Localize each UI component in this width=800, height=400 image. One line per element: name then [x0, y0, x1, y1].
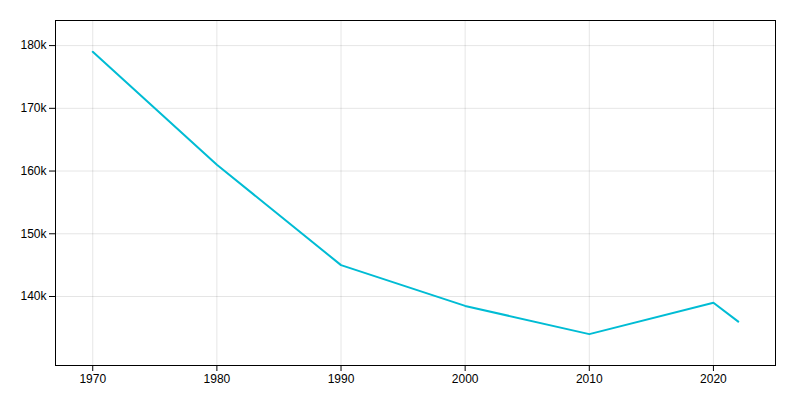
svg-text:160k: 160k [20, 164, 47, 178]
svg-text:170k: 170k [20, 101, 47, 115]
svg-text:140k: 140k [20, 289, 47, 303]
svg-text:150k: 150k [20, 227, 47, 241]
svg-text:180k: 180k [20, 38, 47, 52]
svg-text:1980: 1980 [204, 372, 231, 386]
svg-text:2020: 2020 [700, 372, 727, 386]
svg-text:1970: 1970 [79, 372, 106, 386]
svg-text:2000: 2000 [452, 372, 479, 386]
svg-text:2010: 2010 [576, 372, 603, 386]
svg-text:1990: 1990 [328, 372, 355, 386]
